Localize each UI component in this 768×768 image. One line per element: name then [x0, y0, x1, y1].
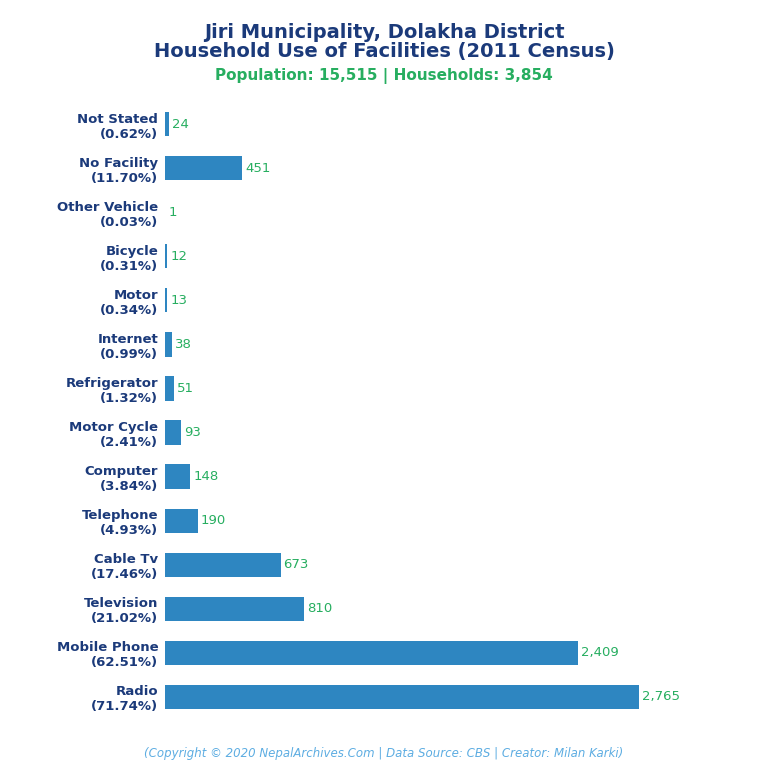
Bar: [165, 420, 181, 445]
Text: Jiri Municipality, Dolakha District: Jiri Municipality, Dolakha District: [204, 23, 564, 42]
Bar: [165, 376, 174, 401]
Text: (Copyright © 2020 NepalArchives.Com | Data Source: CBS | Creator: Milan Karki): (Copyright © 2020 NepalArchives.Com | Da…: [144, 747, 624, 760]
Text: 2,409: 2,409: [581, 647, 619, 659]
Bar: [165, 597, 304, 621]
Text: 810: 810: [307, 602, 333, 615]
Text: 2,765: 2,765: [642, 690, 680, 703]
Bar: [165, 333, 171, 356]
Bar: [165, 685, 639, 709]
Text: 190: 190: [200, 514, 226, 527]
Bar: [165, 465, 190, 488]
Text: 451: 451: [246, 162, 271, 174]
Bar: [165, 244, 167, 269]
Bar: [165, 641, 578, 665]
Bar: [165, 508, 197, 533]
Text: Population: 15,515 | Households: 3,854: Population: 15,515 | Households: 3,854: [215, 68, 553, 84]
Bar: [165, 552, 280, 577]
Text: 1: 1: [168, 206, 177, 219]
Text: Household Use of Facilities (2011 Census): Household Use of Facilities (2011 Census…: [154, 42, 614, 61]
Text: 148: 148: [194, 470, 219, 483]
Text: 673: 673: [283, 558, 309, 571]
Text: 24: 24: [172, 118, 189, 131]
Bar: [165, 112, 169, 136]
Text: 38: 38: [175, 338, 191, 351]
Bar: [165, 156, 243, 180]
Text: 13: 13: [170, 294, 187, 307]
Text: 12: 12: [170, 250, 187, 263]
Text: 93: 93: [184, 426, 201, 439]
Bar: [165, 288, 167, 313]
Text: 51: 51: [177, 382, 194, 395]
